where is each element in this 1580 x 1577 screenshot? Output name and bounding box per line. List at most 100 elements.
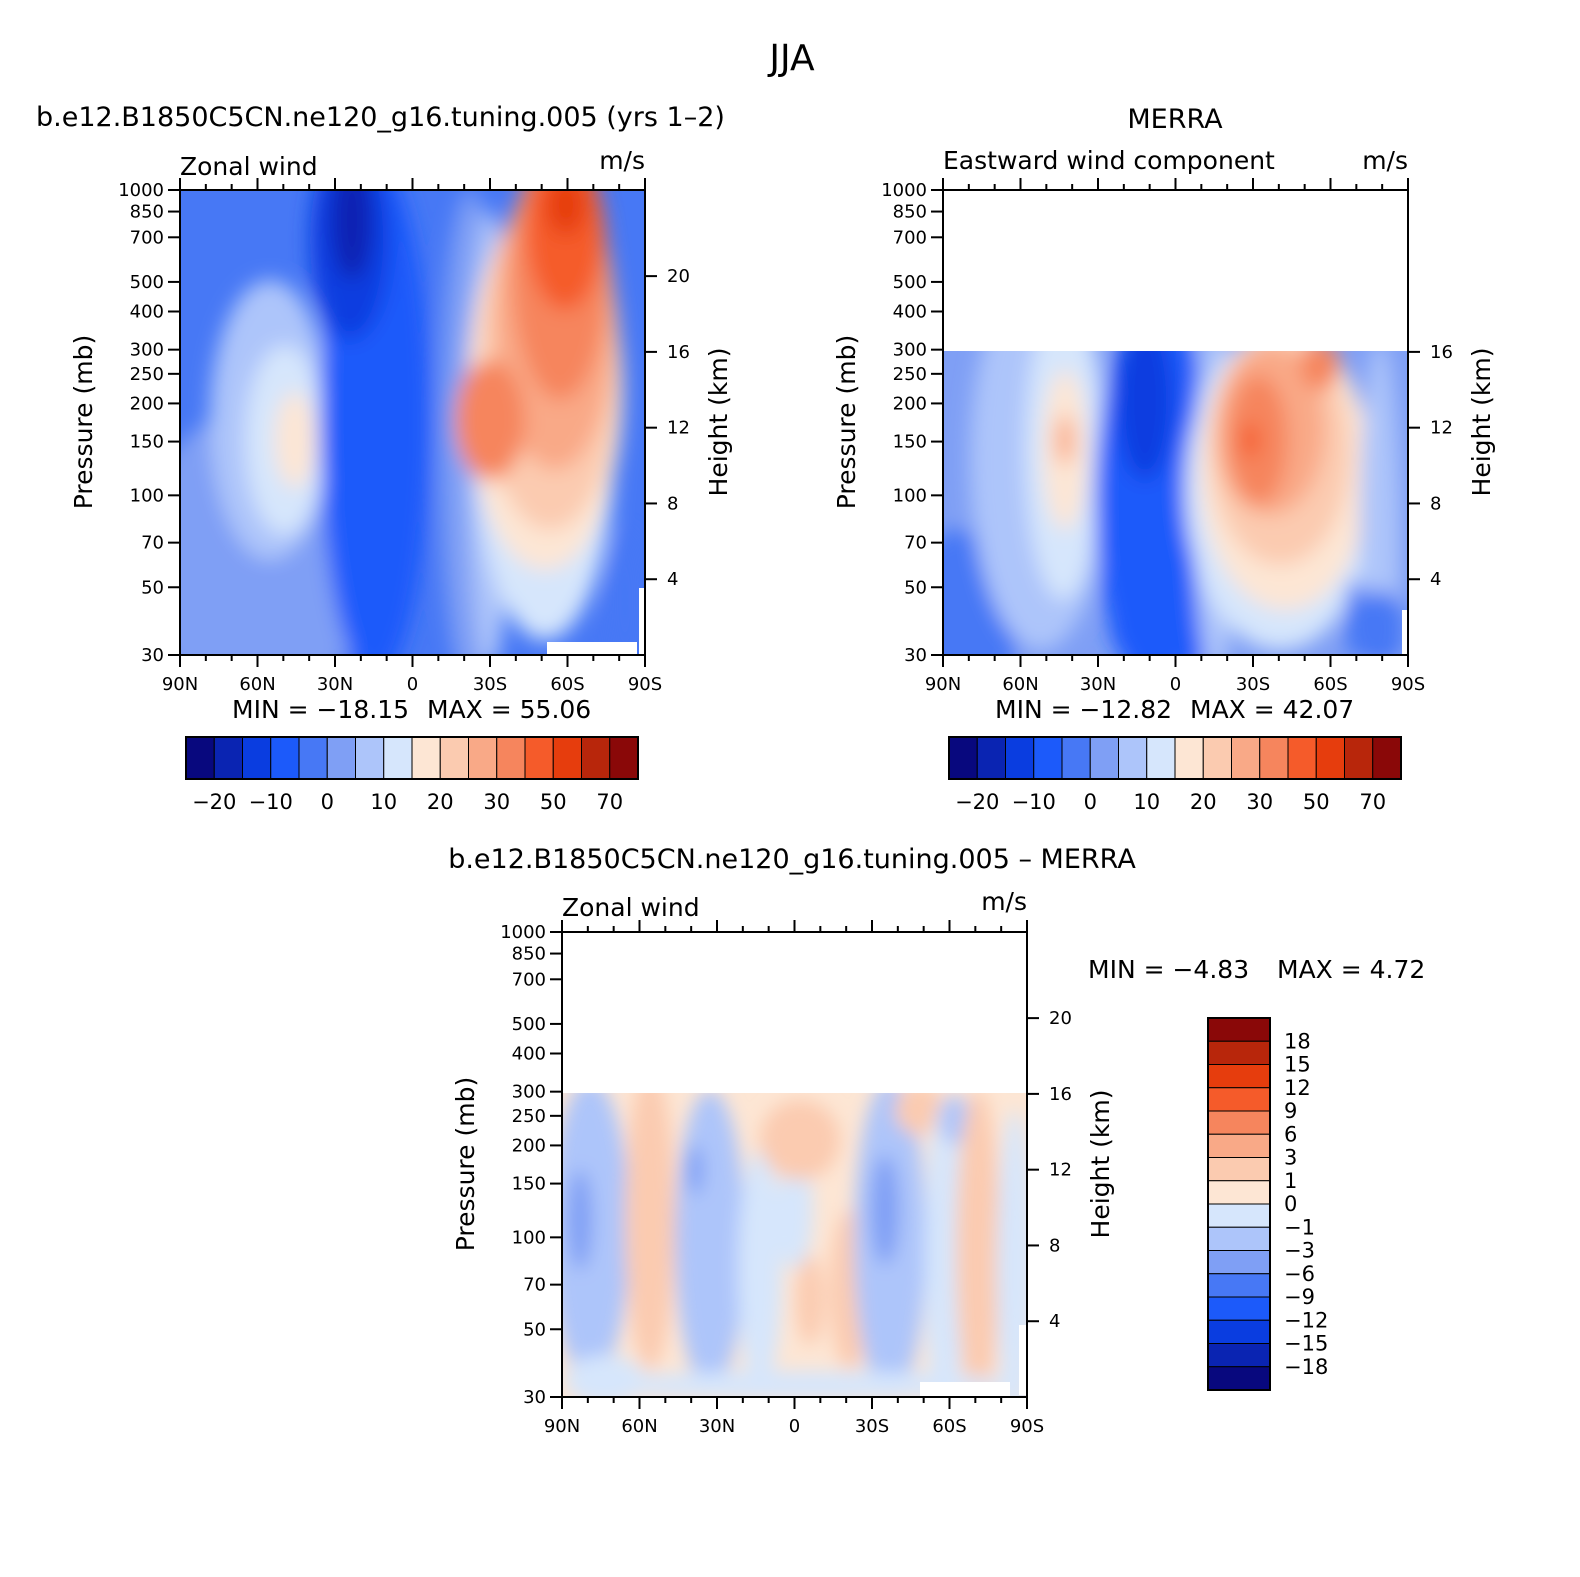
- panel-1-contour-field: [180, 190, 645, 655]
- colorbar-swatch: [609, 736, 639, 780]
- y-tick-label: 200: [893, 393, 927, 414]
- panel-3-variable-label: Zonal wind: [562, 893, 700, 922]
- colorbar-swatch: [326, 736, 356, 780]
- y-tick-label: 70: [141, 533, 164, 554]
- colorbar-swatch: [383, 736, 413, 780]
- x-tick-label: 60N: [239, 674, 275, 695]
- colorbar-swatch: [976, 736, 1006, 780]
- x-tick-label: 60S: [1313, 674, 1347, 695]
- colorbar-swatch: [1207, 1040, 1271, 1065]
- y-tick-label: 50: [141, 577, 164, 598]
- panel-2-units-label: m/s: [1362, 146, 1408, 175]
- colorbar-swatch: [439, 736, 469, 780]
- colorbar-swatch: [1174, 736, 1204, 780]
- colorbar-swatch: [1259, 736, 1289, 780]
- colorbar-swatch: [1207, 1180, 1271, 1205]
- y-tick-label: 300: [893, 340, 927, 361]
- x-tick-label: 30N: [699, 1416, 735, 1437]
- y-tick-label: 150: [130, 432, 164, 453]
- x-tick-label: 90N: [162, 674, 198, 695]
- colorbar-swatch: [581, 736, 611, 780]
- panel-2-title: MERRA: [1127, 104, 1223, 135]
- panel-3-min: MIN = −4.83: [1088, 955, 1249, 984]
- x-tick-label: 60S: [932, 1416, 966, 1437]
- colorbar-label: 9: [1284, 1099, 1297, 1123]
- panel-2-variable-label: Eastward wind component: [943, 146, 1275, 175]
- y2-tick-label: 4: [667, 569, 678, 590]
- y-tick-label: 500: [130, 272, 164, 293]
- y-tick-label: 700: [893, 227, 927, 248]
- y-tick-label: 1000: [500, 922, 546, 943]
- panel-1-variable-label: Zonal wind: [180, 152, 318, 181]
- colorbar-swatch: [1207, 1157, 1271, 1182]
- y-tick-label: 30: [904, 645, 927, 666]
- colorbar-swatch: [1207, 1017, 1271, 1042]
- colorbar-swatch: [1033, 736, 1063, 780]
- y2-tick-label: 20: [1049, 1008, 1072, 1029]
- colorbar-swatch: [213, 736, 243, 780]
- colorbar-label: −9: [1284, 1285, 1315, 1309]
- colorbar-label: 20: [427, 790, 454, 814]
- x-tick-label: 90N: [544, 1416, 580, 1437]
- y2-tick-label: 8: [1430, 493, 1441, 514]
- panel-1-max: MAX = 55.06: [427, 695, 591, 724]
- panel-3-max: MAX = 4.72: [1277, 955, 1425, 984]
- colorbar-swatch: [552, 736, 582, 780]
- colorbar-swatch: [1207, 1110, 1271, 1135]
- colorbar-label: −18: [1284, 1355, 1328, 1379]
- colorbar-label: 1: [1284, 1169, 1297, 1193]
- panel-difference: b.e12.B1850C5CN.ne120_g16.tuning.005 – M…: [448, 844, 1425, 1437]
- y-tick-label: 400: [130, 302, 164, 323]
- colorbar-swatch: [1287, 736, 1317, 780]
- colorbar-swatch: [1315, 736, 1345, 780]
- y2-tick-label: 12: [1049, 1160, 1072, 1181]
- y-tick-label: 250: [893, 364, 927, 385]
- panel-2-max: MAX = 42.07: [1190, 695, 1354, 724]
- colorbar-label: 0: [1284, 1192, 1297, 1216]
- colorbar-swatch: [1207, 1296, 1271, 1321]
- colorbar-swatch: [1207, 1133, 1271, 1158]
- colorbar-label: 0: [321, 790, 334, 814]
- main-title: JJA: [767, 38, 815, 79]
- colorbar-label: −3: [1284, 1239, 1315, 1263]
- colorbar-label: 0: [1084, 790, 1097, 814]
- y-tick-label: 700: [512, 969, 546, 990]
- x-tick-label: 0: [1170, 674, 1181, 695]
- colorbar-frame: [185, 736, 639, 780]
- y-tick-label: 100: [512, 1227, 546, 1248]
- panel-merra: MERRA Eastward wind component m/s: [832, 104, 1496, 814]
- panel-3-title: b.e12.B1850C5CN.ne120_g16.tuning.005 – M…: [448, 844, 1136, 875]
- y-tick-label: 850: [512, 944, 546, 965]
- colorbar-label: 30: [483, 790, 510, 814]
- x-tick-label: 0: [789, 1416, 800, 1437]
- colorbar-label: −6: [1284, 1262, 1315, 1286]
- x-tick-label: 90S: [1010, 1416, 1044, 1437]
- y-tick-label: 150: [512, 1174, 546, 1195]
- y2-tick-label: 8: [667, 493, 678, 514]
- y-tick-label: 150: [893, 432, 927, 453]
- colorbar-swatch: [355, 736, 385, 780]
- y-tick-label: 50: [904, 577, 927, 598]
- colorbar-label: −20: [955, 790, 999, 814]
- x-tick-label: 30N: [317, 674, 353, 695]
- x-tick-label: 90S: [628, 674, 662, 695]
- colorbar-swatch: [1207, 1273, 1271, 1298]
- panel-3-ylabel: Pressure (mb): [451, 1077, 480, 1251]
- x-tick-label: 60S: [550, 674, 584, 695]
- x-tick-label: 0: [407, 674, 418, 695]
- colorbar-swatch: [1207, 1343, 1271, 1368]
- y-tick-label: 200: [130, 393, 164, 414]
- colorbar-swatch: [411, 736, 441, 780]
- colorbar-swatch: [524, 736, 554, 780]
- colorbar-swatch: [1207, 1064, 1271, 1089]
- y-tick-label: 250: [512, 1106, 546, 1127]
- y-tick-label: 500: [512, 1014, 546, 1035]
- y-tick-label: 400: [893, 302, 927, 323]
- y-tick-label: 850: [893, 202, 927, 223]
- panel-1-units-label: m/s: [599, 146, 645, 175]
- colorbar-label: 10: [1133, 790, 1160, 814]
- y-tick-label: 50: [523, 1319, 546, 1340]
- colorbar-label: −10: [1012, 790, 1056, 814]
